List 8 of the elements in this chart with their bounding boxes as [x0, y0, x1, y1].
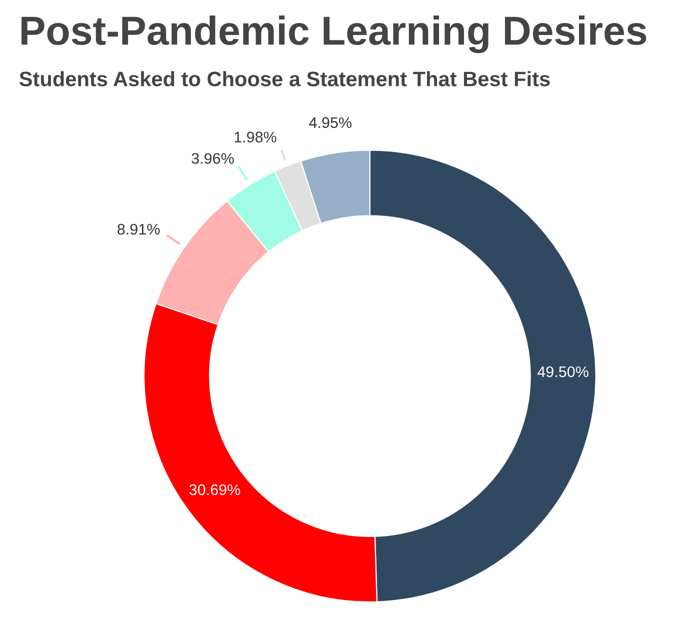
data-label: 4.95%: [309, 117, 352, 128]
chart-title: Post-Pandemic Learning Desires: [22, 15, 646, 54]
data-label: 3.96%: [192, 153, 234, 164]
chart-subtitle: Students Asked to Choose a Statement That Best Fits: [19, 71, 550, 86]
data-label: 49.50%: [537, 366, 588, 378]
data-label: 8.91%: [118, 224, 160, 235]
data-label: 30.69%: [189, 484, 240, 496]
data-label: 1.98%: [234, 132, 276, 142]
